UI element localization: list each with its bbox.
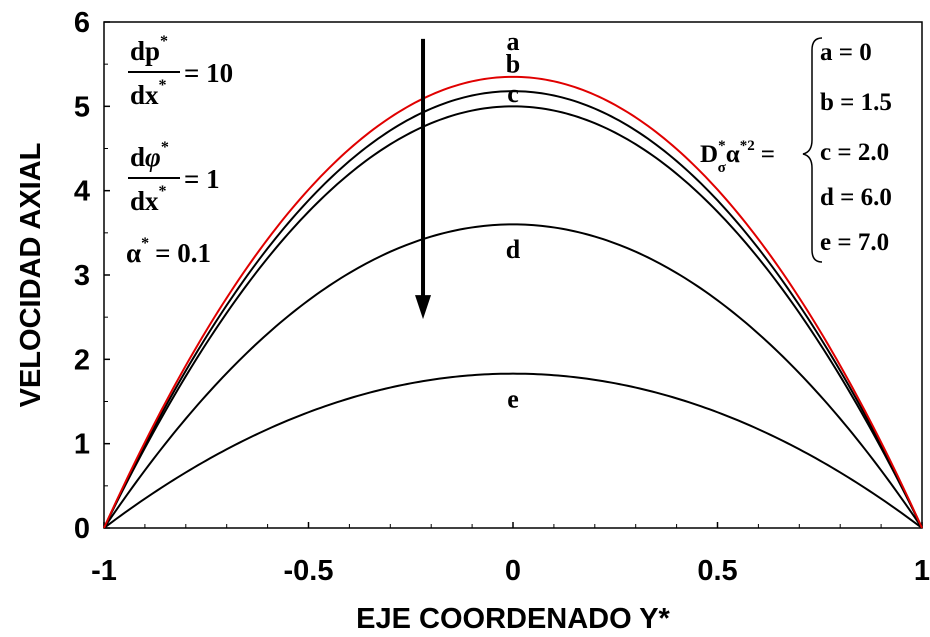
curve-label-d: d — [506, 235, 521, 264]
curve-d — [103, 223, 923, 529]
legend-item-d: d = 6.0 — [820, 184, 892, 211]
pressure-gradient-annotation: dp* dx* = 10 — [128, 33, 233, 110]
svg-text:= 1: = 1 — [184, 164, 220, 194]
svg-text:dx*: dx* — [130, 183, 167, 216]
curve-b — [103, 90, 923, 529]
legend-item-e: e = 7.0 — [820, 229, 889, 256]
alpha-annotation: α* = 0.1 — [126, 235, 211, 268]
curve-e — [103, 372, 923, 529]
x-tick-label: 1 — [914, 555, 930, 587]
y-axis: 0 1 2 3 4 5 6 — [74, 7, 110, 545]
x-tick-label: 0.5 — [697, 555, 737, 587]
curve-labels: abc d e — [506, 27, 521, 414]
y-tick-label: 5 — [74, 91, 90, 123]
svg-text:α*= 0.1: α* = 0.1 — [126, 235, 211, 268]
y-tick-label: 3 — [74, 260, 90, 292]
svg-text:dφ*: dφ* — [130, 139, 169, 172]
svg-text:D*σα*2=: D* σα*2 = — [700, 138, 775, 176]
curve-label-c: c — [507, 79, 519, 108]
svg-text:= 10: = 10 — [184, 58, 233, 88]
parameter-legend: D* σα*2 = a = 0 b = 1.5 c = 2.0 d = 6.0 e … — [700, 37, 892, 263]
potential-gradient-annotation: dφ* dx* = 1 — [128, 139, 220, 216]
svg-text:dx*: dx* — [130, 77, 167, 110]
y-tick-label: 0 — [74, 513, 90, 545]
arrow-head — [415, 295, 432, 320]
x-tick-label: -0.5 — [284, 555, 334, 587]
y-tick-label: 6 — [74, 7, 90, 39]
legend-item-c: c = 2.0 — [820, 139, 889, 166]
curve-c — [103, 105, 923, 529]
curves — [103, 75, 923, 529]
x-tick-label: 0 — [505, 555, 521, 587]
y-axis-title: VELOCIDAD AXIAL — [15, 143, 47, 408]
svg-text:dp*: dp* — [130, 33, 168, 66]
x-axis-title: EJE COORDENADO Y* — [356, 603, 670, 635]
trend-arrow — [415, 38, 432, 320]
legend-item-b: b = 1.5 — [820, 89, 892, 116]
curve-label-b: b — [506, 50, 520, 79]
y-tick-label: 4 — [74, 176, 90, 208]
x-tick-label: -1 — [91, 555, 117, 587]
curve-label-e: e — [507, 384, 519, 413]
legend-item-a: a = 0 — [820, 39, 872, 66]
curve-a — [103, 75, 923, 529]
y-tick-label: 1 — [74, 429, 90, 461]
y-tick-label: 2 — [74, 344, 90, 376]
curve-label-a: a — [507, 27, 520, 56]
legend-brace — [802, 37, 823, 263]
x-axis: -1 -0.5 0 0.5 1 — [91, 522, 930, 587]
